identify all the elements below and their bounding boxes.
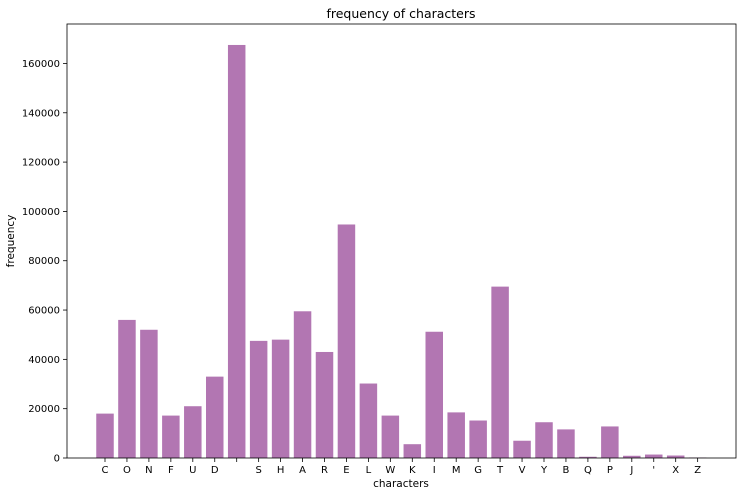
x-tick-label-25: ': [652, 465, 655, 476]
x-tick-label-23: P: [607, 465, 613, 476]
bar-8: [271, 339, 290, 458]
x-tick-label-15: I: [433, 465, 436, 476]
x-tick-label-3: F: [168, 465, 174, 476]
bar-0: [96, 413, 114, 458]
bar-6: [227, 44, 246, 459]
x-tick-label-7: S: [255, 465, 261, 476]
bar-3: [162, 415, 180, 458]
x-tick-label-22: Q: [584, 465, 592, 476]
bar-13: [381, 415, 400, 458]
x-tick-label-18: T: [496, 465, 504, 476]
bar-18: [491, 286, 509, 458]
bar-24: [623, 455, 641, 458]
bar-10: [315, 351, 334, 458]
bar-17: [469, 420, 487, 458]
y-tick-label-5: 100000: [22, 207, 60, 218]
y-tick-label-4: 80000: [28, 256, 60, 267]
x-tick-label-5: D: [211, 465, 219, 476]
x-tick-label-0: C: [102, 465, 109, 476]
bar-23: [601, 426, 619, 458]
y-tick-label-8: 160000: [22, 59, 60, 70]
y-tick-label-6: 120000: [22, 158, 60, 169]
x-tick-label-26: X: [672, 465, 679, 476]
x-tick-label-16: M: [452, 465, 461, 476]
x-tick-label-21: B: [563, 465, 570, 476]
x-tick-label-2: N: [145, 465, 152, 476]
bar-26: [666, 455, 685, 458]
bar-9: [293, 311, 312, 458]
y-ticks-group: 0 20000 40000 60000 80000 100000 120000 140000 1…: [22, 59, 67, 465]
bar-12: [359, 383, 378, 458]
x-tick-label-27: Z: [694, 465, 701, 476]
x-tick-label-19: V: [519, 465, 526, 476]
x-tick-label-11: E: [343, 465, 349, 476]
x-tick-label-13: W: [385, 465, 395, 476]
bars-group: [96, 44, 707, 459]
x-axis-label: characters: [373, 478, 429, 490]
x-tick-label-4: U: [189, 465, 196, 476]
bar-5: [206, 376, 224, 459]
bar-14: [403, 444, 422, 458]
y-tick-label-0: 0: [54, 454, 60, 465]
x-tick-label-20: Y: [540, 465, 548, 476]
y-tick-label-2: 40000: [28, 355, 60, 366]
x-tick-label-14: K: [409, 465, 416, 476]
x-tick-label-17: G: [474, 465, 482, 476]
y-tick-label-7: 140000: [22, 108, 60, 119]
bar-2: [140, 329, 158, 458]
bar-22: [579, 456, 597, 458]
x-tick-label-8: H: [277, 465, 285, 476]
bar-11: [337, 224, 356, 458]
bar-15: [425, 331, 443, 458]
x-tick-label-10: R: [321, 465, 328, 476]
axes-frame: [66, 23, 737, 459]
bar-20: [535, 422, 553, 458]
chart-title: frequency of characters: [326, 6, 475, 21]
x-tick-label-12: L: [366, 465, 372, 476]
bar-1: [118, 319, 136, 458]
x-tick-label-9: A: [299, 465, 306, 476]
y-axis-label: frequency: [5, 215, 17, 268]
y-tick-label-3: 60000: [28, 306, 60, 317]
y-tick-label-1: 20000: [28, 404, 60, 415]
bar-4: [184, 406, 202, 458]
bar-21: [557, 429, 575, 458]
bar-19: [513, 440, 531, 458]
x-tick-label-24: J: [629, 465, 633, 476]
bar-25: [645, 454, 663, 458]
bar-7: [249, 340, 268, 458]
bar-16: [447, 412, 465, 458]
x-ticks-group: C O N F U D S H A R E L W K I M G T V Y B Q P J ' X Z: [102, 458, 701, 476]
x-tick-label-1: O: [123, 465, 131, 476]
